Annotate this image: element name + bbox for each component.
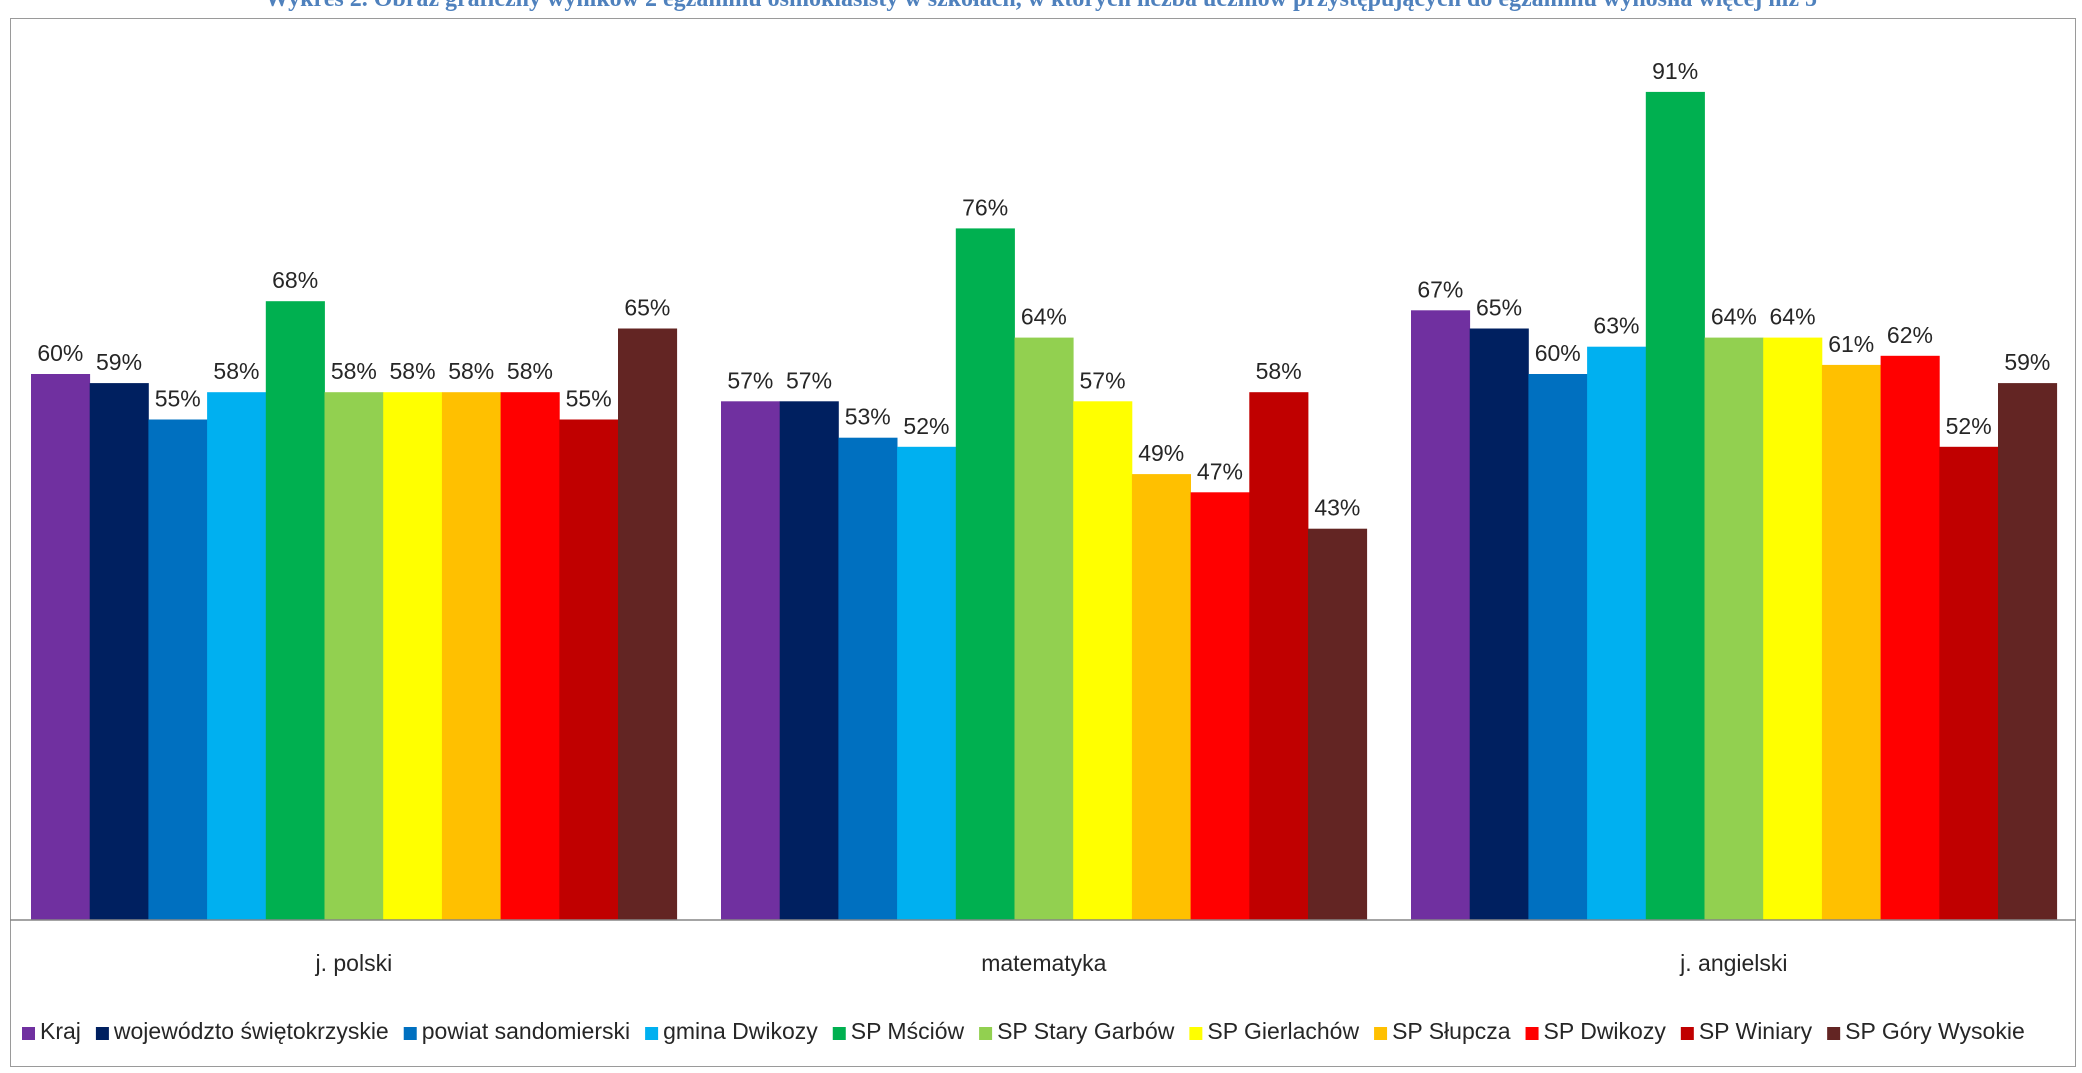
data-label-matematyka-wojewodzto-swietokrzyskie: 57% <box>786 367 832 393</box>
bar-matematyka-wojewodzto-swietokrzyskie <box>779 401 839 920</box>
bar-j-angielski-sp-msciow <box>1645 91 1705 920</box>
data-label-j-polski-sp-msciow: 68% <box>272 267 318 293</box>
bar-j-angielski-kraj <box>1411 310 1471 920</box>
data-label-j-polski-kraj: 60% <box>37 340 83 366</box>
legend-label-sp-dwikozy: SP Dwikozy <box>1544 1018 1667 1044</box>
data-label-j-polski-sp-stary-garbow: 58% <box>331 358 377 384</box>
bar-j-polski-sp-slupcza <box>441 392 501 920</box>
legend-label-sp-gory-wysokie: SP Góry Wysokie <box>1845 1018 2025 1044</box>
data-label-j-angielski-sp-msciow: 91% <box>1652 58 1698 84</box>
data-label-j-polski-sp-gierlachow: 58% <box>390 358 436 384</box>
legend-swatch-kraj <box>22 1027 35 1040</box>
data-label-j-angielski-powiat-sandomierski: 60% <box>1535 340 1581 366</box>
legend-label-kraj: Kraj <box>40 1018 81 1044</box>
legend-label-sp-winiary: SP Winiary <box>1699 1018 1813 1044</box>
bar-j-angielski-sp-dwikozy <box>1880 355 1940 920</box>
data-label-j-angielski-sp-stary-garbow: 64% <box>1711 304 1757 330</box>
data-label-j-angielski-sp-gory-wysokie: 59% <box>2004 349 2050 375</box>
bar-j-angielski-wojewodzto-swietokrzyskie <box>1469 328 1529 920</box>
bar-matematyka-sp-stary-garbow <box>1014 337 1074 921</box>
data-label-j-polski-sp-slupcza: 58% <box>448 358 494 384</box>
legend-swatch-sp-stary-garbow <box>979 1027 993 1040</box>
legend-swatch-sp-winiary <box>1680 1027 1694 1040</box>
bar-j-polski-sp-stary-garbow <box>324 392 384 920</box>
chart-title: Wykres 2. Obraz graficzny wyników 2 egza… <box>0 0 2082 12</box>
category-label-matematyka: matematyka <box>981 950 1106 976</box>
data-label-matematyka-gmina-dwikozy: 52% <box>903 413 949 439</box>
legend-swatch-sp-gierlachow <box>1189 1027 1203 1040</box>
legend-swatch-sp-dwikozy <box>1525 1027 1539 1040</box>
legend-swatch-sp-gory-wysokie <box>1827 1027 1841 1040</box>
bar-j-polski-kraj <box>31 374 91 920</box>
plot-frame <box>10 18 2076 1067</box>
bar-j-polski-gmina-dwikozy <box>207 392 267 920</box>
data-label-j-polski-sp-gory-wysokie: 65% <box>624 295 670 321</box>
bar-j-angielski-sp-gierlachow <box>1763 337 1823 921</box>
legend-label-powiat-sandomierski: powiat sandomierski <box>422 1018 630 1044</box>
data-label-j-angielski-sp-dwikozy: 62% <box>1887 322 1933 348</box>
bar-j-polski-sp-gierlachow <box>383 392 443 920</box>
bar-matematyka-gmina-dwikozy <box>897 446 957 920</box>
bar-j-polski-sp-gory-wysokie <box>618 328 678 920</box>
legend-label-gmina-dwikozy: gmina Dwikozy <box>663 1018 818 1044</box>
legend-swatch-powiat-sandomierski <box>403 1027 417 1040</box>
data-label-j-angielski-kraj: 67% <box>1417 276 1463 302</box>
data-label-matematyka-powiat-sandomierski: 53% <box>845 404 891 430</box>
category-labels-layer: j. polski matematyka j. angielski <box>314 950 1787 976</box>
legend: Kraj województo świętokrzyskie powiat sand… <box>22 1018 2025 1044</box>
legend-label-wojewodzto-swietokrzyskie: województo świętokrzyskie <box>113 1018 389 1044</box>
data-label-j-polski-wojewodzto-swietokrzyskie: 59% <box>96 349 142 375</box>
bar-matematyka-sp-winiary <box>1249 392 1309 920</box>
bar-j-polski-sp-dwikozy <box>500 392 560 920</box>
bar-j-polski-powiat-sandomierski <box>148 419 208 920</box>
data-label-matematyka-sp-stary-garbow: 64% <box>1021 304 1067 330</box>
bar-j-polski-sp-winiary <box>559 419 619 920</box>
bar-matematyka-sp-dwikozy <box>1190 492 1250 920</box>
legend-label-sp-gierlachow: SP Gierlachów <box>1207 1018 1359 1044</box>
data-label-j-angielski-sp-slupcza: 61% <box>1828 331 1874 357</box>
bar-j-angielski-sp-gory-wysokie <box>1998 383 2058 921</box>
bar-j-angielski-sp-slupcza <box>1821 364 1881 920</box>
data-label-j-polski-sp-winiary: 55% <box>566 386 612 412</box>
data-labels-layer: 60% 59% 55% 58% 68% 58% 58% 58% 58% 55% 65% 57% 57% 5… <box>37 58 2050 521</box>
category-label-j-polski: j. polski <box>314 950 392 976</box>
data-label-matematyka-kraj: 57% <box>727 367 773 393</box>
bar-j-angielski-sp-winiary <box>1939 446 1999 920</box>
bar-j-angielski-sp-stary-garbow <box>1704 337 1764 921</box>
bar-j-angielski-powiat-sandomierski <box>1528 374 1588 920</box>
legend-label-sp-msciow: SP Mściów <box>851 1018 965 1044</box>
title-band: Wykres 2. Obraz graficzny wyników 2 egza… <box>0 0 2082 12</box>
bar-matematyka-sp-slupcza <box>1131 474 1191 920</box>
bar-j-angielski-gmina-dwikozy <box>1587 346 1647 920</box>
legend-label-sp-slupcza: SP Słupcza <box>1392 1018 1511 1044</box>
bar-matematyka-sp-gory-wysokie <box>1308 528 1368 920</box>
data-label-j-angielski-wojewodzto-swietokrzyskie: 65% <box>1476 295 1522 321</box>
bar-matematyka-sp-gierlachow <box>1073 401 1133 920</box>
data-label-matematyka-sp-gierlachow: 57% <box>1080 367 1126 393</box>
legend-swatch-wojewodzto-swietokrzyskie <box>95 1027 109 1040</box>
data-label-j-polski-sp-dwikozy: 58% <box>507 358 553 384</box>
legend-label-sp-stary-garbow: SP Stary Garbów <box>997 1018 1175 1044</box>
data-label-j-polski-powiat-sandomierski: 55% <box>155 386 201 412</box>
data-label-matematyka-sp-dwikozy: 47% <box>1197 458 1243 484</box>
data-label-matematyka-sp-gory-wysokie: 43% <box>1314 495 1360 521</box>
bar-matematyka-kraj <box>721 401 781 920</box>
bar-j-polski-sp-msciow <box>265 301 325 920</box>
legend-swatch-sp-msciow <box>832 1027 846 1040</box>
bars-layer <box>31 91 2058 921</box>
data-label-j-angielski-sp-winiary: 52% <box>1946 413 1992 439</box>
category-label-j-angielski: j. angielski <box>1679 950 1787 976</box>
legend-swatch-sp-slupcza <box>1374 1027 1388 1040</box>
data-label-matematyka-sp-slupcza: 49% <box>1138 440 1184 466</box>
bar-matematyka-powiat-sandomierski <box>838 437 898 920</box>
legend-swatch-gmina-dwikozy <box>645 1027 659 1040</box>
bar-matematyka-sp-msciow <box>955 228 1015 920</box>
data-label-j-polski-gmina-dwikozy: 58% <box>213 358 259 384</box>
data-label-j-angielski-gmina-dwikozy: 63% <box>1593 313 1639 339</box>
data-label-matematyka-sp-msciow: 76% <box>962 194 1008 220</box>
bar-j-polski-wojewodzto-swietokrzyskie <box>89 383 149 921</box>
data-label-j-angielski-sp-gierlachow: 64% <box>1770 304 1816 330</box>
data-label-matematyka-sp-winiary: 58% <box>1256 358 1302 384</box>
